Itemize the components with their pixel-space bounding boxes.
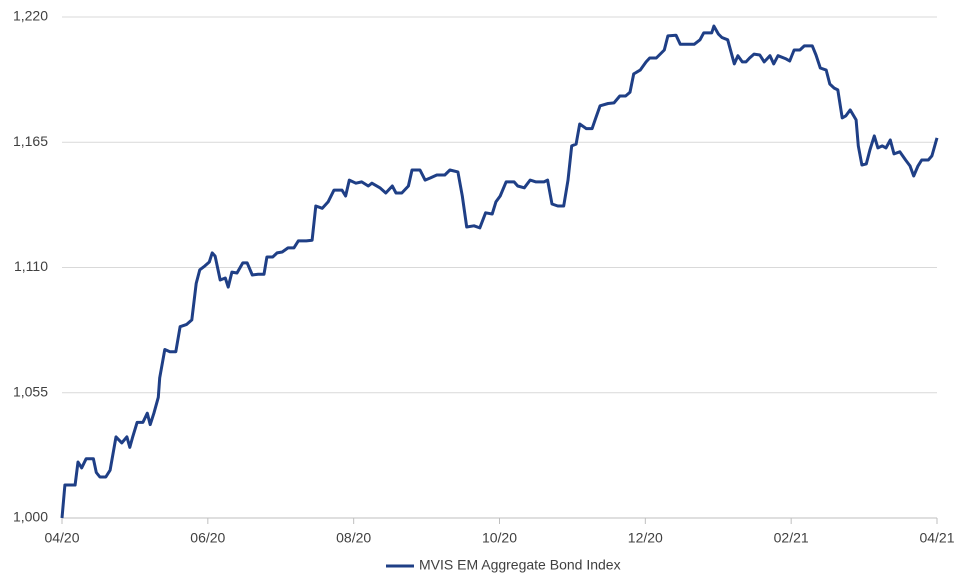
y-tick-label: 1,000 [13, 509, 48, 525]
data-line [60, 24, 939, 519]
y-tick-label: 1,165 [13, 133, 48, 149]
x-tick-label: 04/21 [919, 530, 954, 546]
x-tick-label: 04/20 [44, 530, 79, 546]
x-tick-label: 12/20 [628, 530, 663, 546]
y-tick-label: 1,220 [13, 8, 48, 24]
legend-label: MVIS EM Aggregate Bond Index [419, 557, 621, 573]
x-tick-label: 10/20 [482, 530, 517, 546]
x-tick-label: 02/21 [774, 530, 809, 546]
y-tick-label: 1,110 [14, 258, 48, 274]
x-tick-label: 08/20 [336, 530, 371, 546]
x-tick-label: 06/20 [190, 530, 225, 546]
y-tick-label: 1,055 [13, 383, 48, 399]
